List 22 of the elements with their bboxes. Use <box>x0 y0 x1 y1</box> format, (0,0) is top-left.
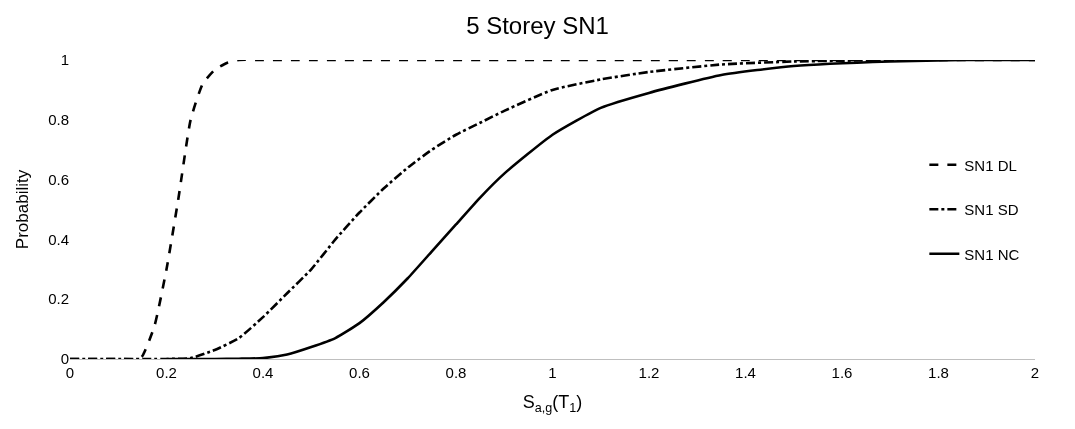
x-tick-label: 0.6 <box>349 364 370 381</box>
x-tick-label: 1.8 <box>928 364 949 381</box>
chart-title: 5 Storey SN1 <box>466 11 609 39</box>
y-tick-label: 0.6 <box>48 170 69 188</box>
legend-label: SN1 NC <box>964 245 1020 263</box>
y-tick-label: 0.2 <box>48 290 69 308</box>
y-tick-label: 0 <box>60 350 69 368</box>
x-tick-label: 0.4 <box>252 364 274 381</box>
x-axis-title: S$_{a,g}$(T$_{1}$) <box>522 392 583 415</box>
x-tick-label: 1.6 <box>831 364 853 381</box>
y-tick-label: 1 <box>60 51 69 69</box>
x-tick-label: 0.2 <box>156 364 177 381</box>
legend-label: SN1 DL <box>964 156 1017 174</box>
y-axis-title: Probability <box>12 169 32 250</box>
x-tick-label: 1.4 <box>735 364 756 381</box>
x-tick-label: 0.8 <box>445 364 467 381</box>
legend-label: SN1 SD <box>964 201 1019 219</box>
y-tick-label: 0.4 <box>48 230 69 248</box>
x-tick-label: 1 <box>548 364 557 381</box>
y-tick-label: 0.8 <box>48 111 69 129</box>
x-tick-label: 1.2 <box>638 364 660 381</box>
x-tick-label: 2 <box>1030 364 1040 381</box>
